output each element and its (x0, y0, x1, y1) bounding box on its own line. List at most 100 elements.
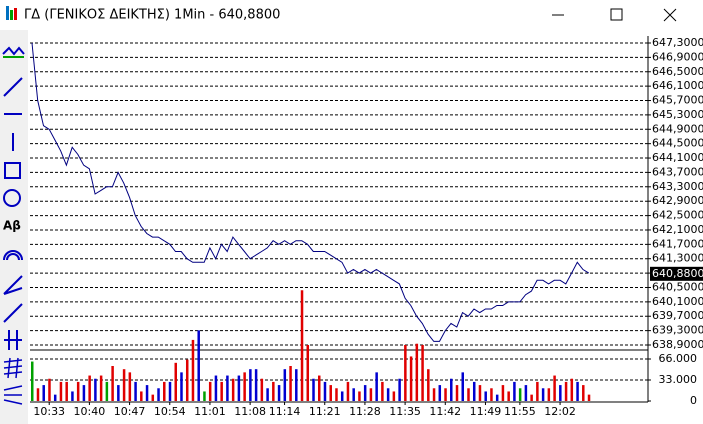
x-tick-label: 11:55 (504, 405, 536, 418)
volume-bar (65, 381, 68, 401)
y-tick-label: 646,5000 (652, 65, 703, 78)
tool-text[interactable]: Aβ (3, 219, 21, 233)
volume-bar (432, 388, 436, 401)
volume-bar (180, 372, 183, 401)
volume-bar (220, 381, 223, 401)
volume-bar (323, 381, 327, 401)
volume-bar (260, 378, 264, 401)
maximize-button[interactable] (610, 8, 623, 21)
volume-bar (140, 391, 143, 401)
volume-bar (277, 385, 281, 401)
tool-trendline[interactable] (3, 77, 23, 97)
volume-bar (346, 381, 350, 401)
y-tick-label: 33.000 (659, 373, 698, 386)
close-button[interactable] (663, 8, 677, 22)
volume-bar (128, 372, 132, 401)
tool-ellipse[interactable] (3, 189, 21, 207)
volume-bar (415, 343, 419, 401)
volume-bar (185, 359, 189, 401)
volume-bar (76, 381, 80, 401)
y-tick-label: 640,5000 (652, 280, 703, 293)
y-tick-label: 639,3000 (652, 324, 703, 337)
volume-bar (318, 375, 321, 401)
volume-bar (151, 394, 155, 401)
volume-bar (157, 388, 160, 401)
volume-bar (82, 385, 86, 401)
volume-bar (111, 366, 114, 401)
volume-bar (524, 385, 528, 401)
y-tick-label: 640,1000 (652, 295, 703, 308)
tool-channel[interactable] (3, 303, 23, 323)
y-tick-label: 644,9000 (652, 122, 703, 135)
volume-bar (71, 391, 74, 401)
volume-bar (501, 385, 505, 401)
x-tick-label: 11:14 (269, 405, 301, 418)
volume-bar (31, 361, 34, 401)
volume-bar (272, 381, 275, 401)
volume-bar (191, 339, 195, 401)
x-tick-label: 11:35 (389, 405, 421, 418)
volume-bar (375, 372, 378, 401)
volume-bar (518, 388, 522, 401)
volume-bar (507, 391, 510, 401)
volume-bar (352, 388, 355, 401)
x-tick-label: 11:49 (470, 405, 502, 418)
volume-bar (438, 385, 442, 401)
volume-bar (254, 369, 258, 401)
volume-bar (289, 366, 292, 401)
x-tick-label: 12:02 (544, 405, 576, 418)
tool-rect[interactable] (4, 162, 21, 179)
x-tick-label: 11:21 (309, 405, 341, 418)
volume-bar (42, 385, 45, 401)
volume-bar (392, 391, 396, 401)
volume-bar (105, 381, 109, 401)
x-tick-label: 10:40 (74, 405, 106, 418)
y-tick-label: 644,5000 (652, 137, 703, 150)
volume-bar (472, 381, 476, 401)
volume-bar (340, 391, 344, 401)
volume-bar (461, 372, 464, 401)
x-tick-label: 10:33 (33, 405, 65, 418)
volume-bar (570, 378, 574, 401)
tool-fib[interactable] (3, 385, 23, 405)
volume-bar (329, 385, 332, 401)
volume-bar (94, 378, 97, 401)
y-tick-label: 641,3000 (652, 252, 703, 265)
volume-bar (208, 381, 212, 401)
volume-bar (122, 369, 126, 401)
volume-bar (490, 388, 493, 401)
y-tick-label: 647,3000 (652, 36, 703, 49)
tool-grid[interactable] (3, 357, 23, 379)
volume-bar (541, 388, 545, 401)
volume-bar (226, 375, 229, 401)
app-icon (10, 10, 13, 20)
y-tick-label: 0 (690, 394, 697, 407)
tool-fan[interactable] (3, 275, 23, 295)
volume-bar (381, 381, 384, 401)
volume-bar (214, 375, 218, 401)
volume-bar (335, 388, 338, 401)
volume-bar (409, 356, 413, 401)
y-tick-label: 646,9000 (652, 50, 703, 63)
volume-bar (559, 385, 562, 401)
tool-indicator[interactable] (2, 46, 25, 56)
tool-cross[interactable] (4, 330, 22, 350)
volume-bar (369, 388, 373, 401)
y-tick-label: 66.000 (659, 352, 698, 365)
app-icon (6, 6, 9, 20)
tool-arc[interactable] (3, 250, 23, 261)
window-title: ΓΔ (ΓΕΝΙΚΟΣ ΔΕΙΚΤΗΣ) 1Min - 640,8800 (24, 8, 280, 23)
volume-bar (145, 385, 149, 401)
x-tick-label: 11:01 (194, 405, 226, 418)
volume-bar (576, 381, 579, 401)
volume-bar (306, 345, 310, 401)
volume-bar (237, 375, 241, 401)
volume-bar (421, 345, 424, 401)
y-tick-label: 643,3000 (652, 180, 703, 193)
volume-bar (363, 385, 367, 401)
y-tick-label: 638,9000 (652, 338, 703, 351)
volume-bar (53, 394, 57, 401)
volume-bar (174, 362, 177, 401)
volume-bar (386, 388, 390, 401)
